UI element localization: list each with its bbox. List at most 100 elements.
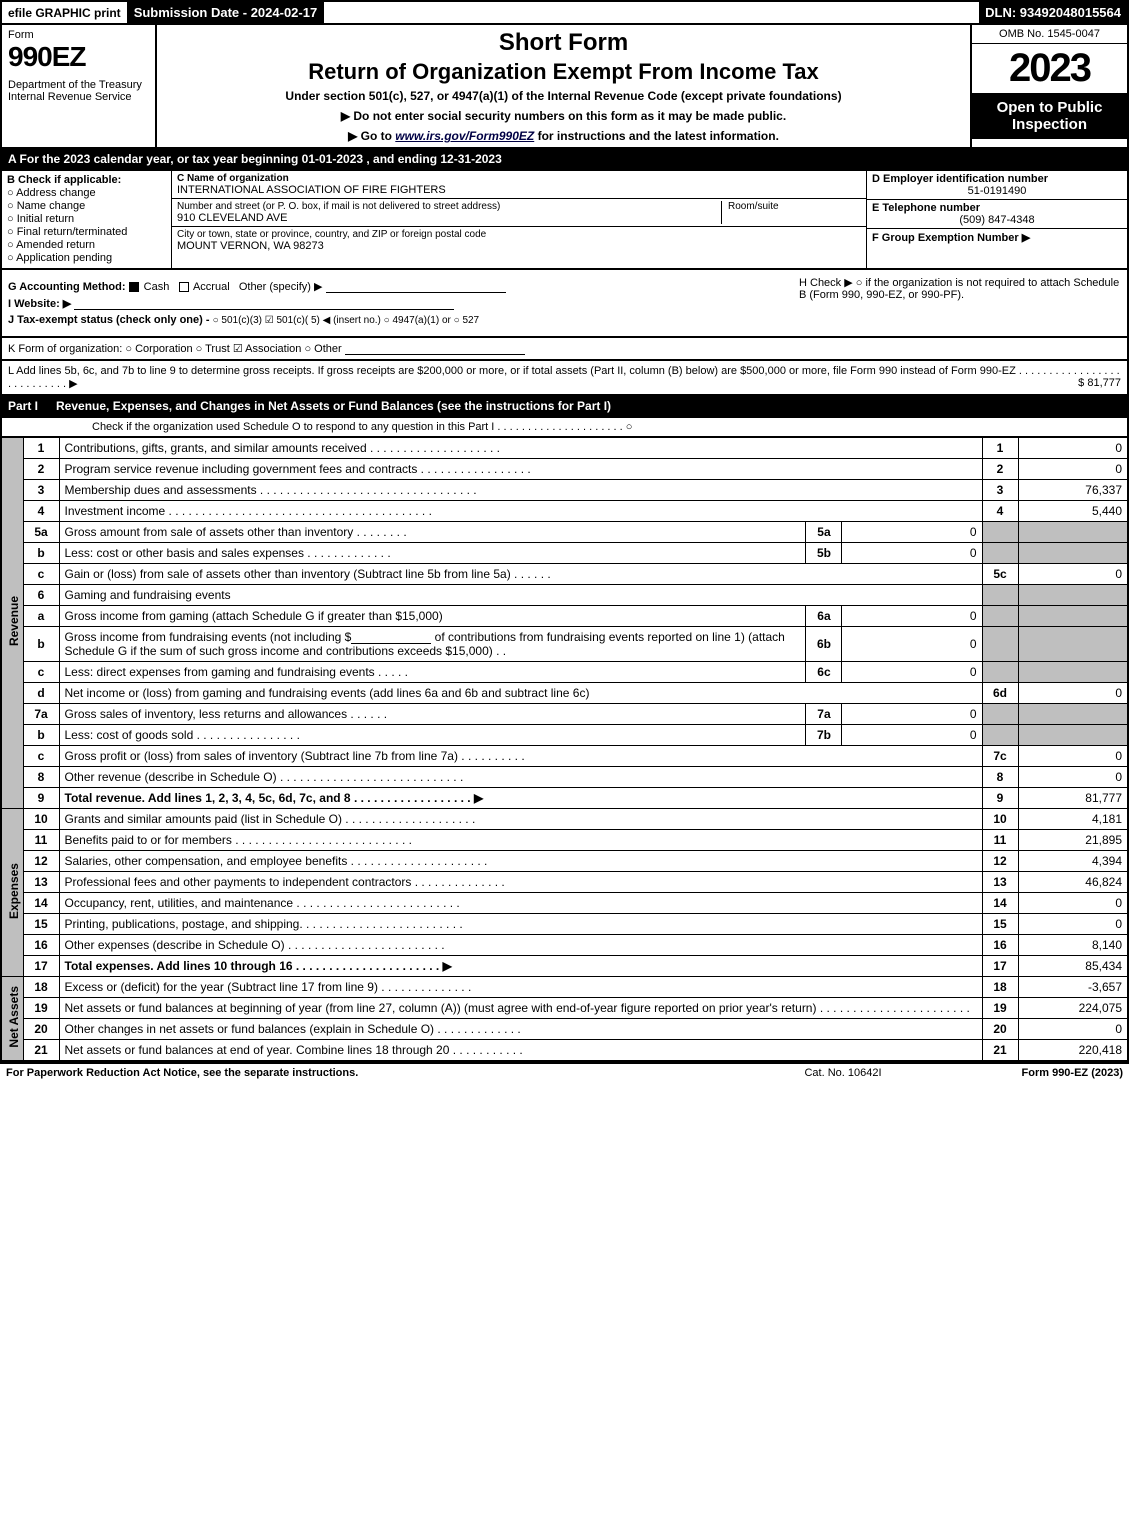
k-other-input[interactable] bbox=[345, 354, 525, 355]
r4-rn: 4 bbox=[982, 501, 1018, 522]
r6a-desc: Gross income from gaming (attach Schedul… bbox=[59, 606, 806, 627]
r9-rn: 9 bbox=[982, 788, 1018, 809]
line-l: L Add lines 5b, 6c, and 7b to line 9 to … bbox=[0, 361, 1129, 396]
r8-rn: 8 bbox=[982, 767, 1018, 788]
r5b-iv: 0 bbox=[842, 543, 982, 564]
org-name: INTERNATIONAL ASSOCIATION OF FIRE FIGHTE… bbox=[177, 184, 861, 196]
r7a-iv: 0 bbox=[842, 704, 982, 725]
submission-date-button[interactable]: Submission Date - 2024-02-17 bbox=[128, 2, 325, 23]
line-g: G Accounting Method: Cash Accrual Other … bbox=[8, 280, 791, 293]
e-phone-label: E Telephone number bbox=[872, 202, 1122, 214]
r17-rn: 17 bbox=[982, 956, 1018, 977]
r15-rv: 0 bbox=[1018, 914, 1128, 935]
r7a-n: 7a bbox=[23, 704, 59, 725]
r12-rn: 12 bbox=[982, 851, 1018, 872]
r1-desc: Contributions, gifts, grants, and simila… bbox=[59, 437, 982, 459]
row-20: 20 Other changes in net assets or fund b… bbox=[1, 1019, 1128, 1040]
r4-rv: 5,440 bbox=[1018, 501, 1128, 522]
row-6: 6 Gaming and fundraising events bbox=[1, 585, 1128, 606]
r6c-desc: Less: direct expenses from gaming and fu… bbox=[59, 662, 806, 683]
r7c-rv: 0 bbox=[1018, 746, 1128, 767]
return-title: Return of Organization Exempt From Incom… bbox=[165, 59, 962, 85]
r2-desc: Program service revenue including govern… bbox=[59, 459, 982, 480]
notice-ssn: ▶ Do not enter social security numbers o… bbox=[165, 109, 962, 123]
r7c-desc: Gross profit or (loss) from sales of inv… bbox=[59, 746, 982, 767]
row-11: 11 Benefits paid to or for members . . .… bbox=[1, 830, 1128, 851]
r15-rn: 15 bbox=[982, 914, 1018, 935]
row-9: 9 Total revenue. Add lines 1, 2, 3, 4, 5… bbox=[1, 788, 1128, 809]
r7c-n: c bbox=[23, 746, 59, 767]
r5a-grey1 bbox=[982, 522, 1018, 543]
r6a-in: 6a bbox=[806, 606, 842, 627]
r6-n: 6 bbox=[23, 585, 59, 606]
r17-rv: 85,434 bbox=[1018, 956, 1128, 977]
d-ein-value: 51-0191490 bbox=[872, 185, 1122, 197]
r6c-grey2 bbox=[1018, 662, 1128, 683]
row-15: 15 Printing, publications, postage, and … bbox=[1, 914, 1128, 935]
r6c-grey1 bbox=[982, 662, 1018, 683]
footer-formref: Form 990-EZ (2023) bbox=[943, 1067, 1123, 1079]
j-label: J Tax-exempt status (check only one) - bbox=[8, 314, 210, 326]
r20-rv: 0 bbox=[1018, 1019, 1128, 1040]
line-k: K Form of organization: ○ Corporation ○ … bbox=[0, 338, 1129, 361]
i-label: I Website: ▶ bbox=[8, 298, 71, 310]
d-ein-label: D Employer identification number bbox=[872, 173, 1122, 185]
g-accrual: Accrual bbox=[193, 281, 230, 293]
org-city: MOUNT VERNON, WA 98273 bbox=[177, 240, 861, 252]
r8-desc: Other revenue (describe in Schedule O) .… bbox=[59, 767, 982, 788]
chk-amended-return[interactable]: Amended return bbox=[7, 239, 166, 251]
r19-rv: 224,075 bbox=[1018, 998, 1128, 1019]
row-6a: a Gross income from gaming (attach Sched… bbox=[1, 606, 1128, 627]
g-cash: Cash bbox=[144, 281, 170, 293]
chk-final-return[interactable]: Final return/terminated bbox=[7, 226, 166, 238]
efile-print-button[interactable]: efile GRAPHIC print bbox=[2, 2, 128, 23]
chk-initial-return[interactable]: Initial return bbox=[7, 213, 166, 225]
chk-cash[interactable] bbox=[129, 282, 139, 292]
row-21: 21 Net assets or fund balances at end of… bbox=[1, 1040, 1128, 1062]
part-i-title: Revenue, Expenses, and Changes in Net As… bbox=[56, 399, 1121, 413]
footer-catno: Cat. No. 10642I bbox=[743, 1067, 943, 1079]
r7b-grey1 bbox=[982, 725, 1018, 746]
r21-rv: 220,418 bbox=[1018, 1040, 1128, 1062]
org-street: 910 CLEVELAND AVE bbox=[177, 212, 721, 224]
k-text: K Form of organization: ○ Corporation ○ … bbox=[8, 343, 342, 355]
r8-n: 8 bbox=[23, 767, 59, 788]
r11-desc: Benefits paid to or for members . . . . … bbox=[59, 830, 982, 851]
open-to-public: Open to Public Inspection bbox=[972, 93, 1127, 139]
part-i-check-note: Check if the organization used Schedule … bbox=[0, 418, 1129, 436]
r14-desc: Occupancy, rent, utilities, and maintena… bbox=[59, 893, 982, 914]
chk-name-change[interactable]: Name change bbox=[7, 200, 166, 212]
g-other-input[interactable] bbox=[326, 292, 506, 293]
r19-n: 19 bbox=[23, 998, 59, 1019]
r18-rn: 18 bbox=[982, 977, 1018, 998]
omb-number: OMB No. 1545-0047 bbox=[972, 25, 1127, 44]
r5a-desc: Gross amount from sale of assets other t… bbox=[59, 522, 806, 543]
r19-rn: 19 bbox=[982, 998, 1018, 1019]
side-netassets: Net Assets bbox=[1, 977, 23, 1062]
chk-address-change[interactable]: Address change bbox=[7, 187, 166, 199]
row-7b: b Less: cost of goods sold . . . . . . .… bbox=[1, 725, 1128, 746]
r5b-grey2 bbox=[1018, 543, 1128, 564]
c-street-label: Number and street (or P. O. box, if mail… bbox=[177, 201, 721, 212]
e-phone-value: (509) 847-4348 bbox=[872, 214, 1122, 226]
r10-rn: 10 bbox=[982, 809, 1018, 830]
chk-application-pending[interactable]: Application pending bbox=[7, 252, 166, 264]
r6c-in: 6c bbox=[806, 662, 842, 683]
line-h: H Check ▶ ○ if the organization is not r… bbox=[791, 276, 1121, 330]
r3-n: 3 bbox=[23, 480, 59, 501]
chk-accrual[interactable] bbox=[179, 282, 189, 292]
r21-rn: 21 bbox=[982, 1040, 1018, 1062]
f-group-label: F Group Exemption Number ▶ bbox=[872, 231, 1122, 244]
r5b-grey1 bbox=[982, 543, 1018, 564]
irs-link[interactable]: www.irs.gov/Form990EZ bbox=[395, 129, 534, 143]
g-other: Other (specify) ▶ bbox=[239, 281, 323, 293]
row-1: Revenue 1 Contributions, gifts, grants, … bbox=[1, 437, 1128, 459]
row-18: Net Assets 18 Excess or (deficit) for th… bbox=[1, 977, 1128, 998]
form-label: Form bbox=[8, 29, 149, 41]
r5a-n: 5a bbox=[23, 522, 59, 543]
i-website-input[interactable] bbox=[74, 309, 454, 310]
r10-n: 10 bbox=[23, 809, 59, 830]
r3-desc: Membership dues and assessments . . . . … bbox=[59, 480, 982, 501]
r6a-iv: 0 bbox=[842, 606, 982, 627]
row-7c: c Gross profit or (loss) from sales of i… bbox=[1, 746, 1128, 767]
